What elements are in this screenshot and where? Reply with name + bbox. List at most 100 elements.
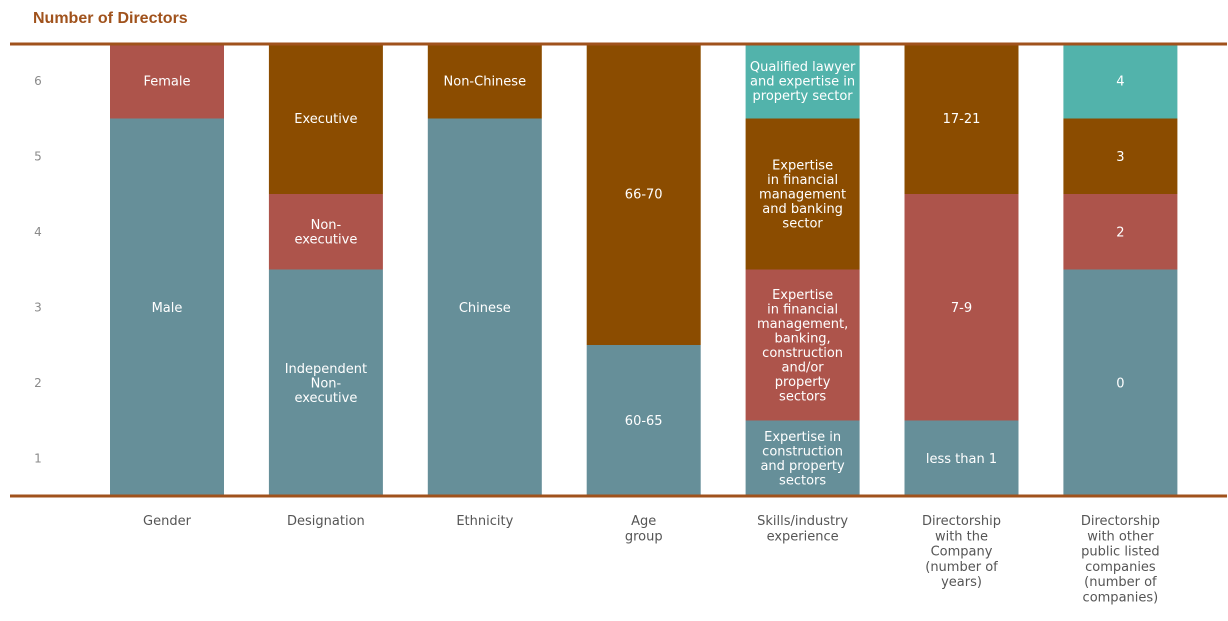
category-label-line: experience: [767, 529, 839, 544]
data-label-line: sectors: [779, 474, 826, 489]
data-label: Female: [143, 74, 190, 89]
data-label-line: Chinese: [459, 301, 511, 316]
category-label: Directorship with other public listed compa…: [1081, 514, 1160, 606]
data-label: Expertise in construction and property sect…: [760, 430, 845, 489]
data-label: 3: [1116, 150, 1124, 165]
data-label-line: and property: [760, 459, 845, 474]
data-label-line: 66-70: [625, 188, 663, 203]
bar-segment: [268, 194, 383, 270]
bar-segment: [904, 420, 1019, 496]
data-label: Executive: [294, 112, 357, 127]
bar-segment: [1063, 43, 1178, 119]
data-label: 66-70: [625, 188, 663, 203]
bar-segment: [427, 118, 542, 496]
data-label-line: Non-: [311, 376, 342, 391]
data-label-line: property: [775, 375, 831, 390]
bar-segment: [586, 345, 701, 496]
bar-segment: [904, 194, 1019, 421]
bar-segment: [745, 420, 860, 496]
data-label-line: in financial: [767, 302, 838, 317]
data-label-line: construction: [762, 445, 843, 460]
data-label-line: Expertise: [772, 159, 833, 174]
data-label: Male: [152, 301, 183, 316]
y-tick-label: 3: [34, 300, 42, 314]
category-label: Age group: [625, 514, 663, 544]
category-label: Ethnicity: [456, 514, 513, 529]
data-label-line: management: [759, 188, 846, 203]
category-label-line: Gender: [143, 514, 192, 529]
category-label-line: Directorship: [1081, 514, 1160, 529]
data-label: less than 1: [926, 452, 997, 467]
category-label-line: companies: [1085, 560, 1156, 575]
category-label-line: Ethnicity: [456, 514, 513, 529]
data-label-line: Non-: [311, 218, 342, 233]
data-label-line: in financial: [767, 173, 838, 188]
data-label: 2: [1116, 225, 1124, 240]
category-label-line: (number of: [925, 560, 998, 575]
data-label-line: sectors: [779, 389, 826, 404]
category-label-line: Age: [631, 514, 656, 529]
category-label: Designation: [287, 514, 365, 529]
data-label-line: Non-Chinese: [444, 74, 527, 89]
category-label: Directorship with the Company (number of yea…: [922, 514, 1001, 590]
category-label-line: public listed: [1081, 545, 1160, 560]
category-label-line: with other: [1087, 529, 1154, 544]
data-label: Non-executive: [294, 218, 357, 248]
category-label-line: Designation: [287, 514, 365, 529]
category-label-line: companies): [1083, 591, 1159, 606]
bar-segment: [586, 43, 701, 345]
category-label: Skills/industry experience: [757, 514, 848, 544]
data-label-line: 2: [1116, 225, 1124, 240]
bar-segment: [745, 118, 860, 270]
data-label-line: Executive: [294, 112, 357, 127]
data-label-line: Independent: [285, 362, 367, 377]
data-label-line: Expertise in: [764, 430, 841, 445]
bar-segment: [427, 43, 542, 119]
y-tick-label: 1: [34, 451, 42, 465]
data-label-line: executive: [294, 233, 357, 248]
data-label-line: 60-65: [625, 414, 663, 429]
data-label: 7-9: [951, 301, 972, 316]
bar-segment: [745, 43, 860, 119]
data-label: Independent Non-executive: [285, 362, 367, 406]
y-tick-label: 5: [34, 149, 42, 163]
data-label: 4: [1116, 74, 1124, 89]
category-label-line: Skills/industry: [757, 514, 848, 529]
data-label-line: Female: [143, 74, 190, 89]
data-label-line: 0: [1116, 376, 1124, 391]
data-label-line: and/or: [782, 360, 825, 375]
category-label: Gender: [143, 514, 192, 529]
category-label-line: with the: [935, 529, 988, 544]
data-label: Chinese: [459, 301, 511, 316]
data-label: 60-65: [625, 414, 663, 429]
data-label-line: 4: [1116, 74, 1124, 89]
data-label: Expertise in financial management and banki…: [759, 159, 846, 232]
data-label-line: Qualified lawyer: [750, 60, 856, 75]
data-label-line: 17-21: [943, 112, 981, 127]
category-label-line: Directorship: [922, 514, 1001, 529]
data-label-line: management,: [757, 317, 848, 332]
data-label-line: 3: [1116, 150, 1124, 165]
category-label-line: Company: [931, 545, 993, 560]
category-label-line: years): [941, 575, 982, 590]
y-tick-label: 4: [34, 225, 42, 239]
bar-segment: [1063, 194, 1178, 270]
data-label: Non-Chinese: [444, 74, 527, 89]
data-label-line: Expertise: [772, 288, 833, 303]
data-label: 0: [1116, 376, 1124, 391]
data-label-line: sector: [782, 217, 823, 232]
bar-segment: [110, 118, 224, 496]
bar-segment: [110, 43, 224, 119]
data-label-line: property sector: [753, 89, 854, 104]
data-label: Expertise in financial management, banking,…: [757, 288, 848, 405]
data-label-line: Male: [152, 301, 183, 316]
data-label-line: and expertise in: [750, 74, 855, 89]
bar-segment: [1063, 269, 1178, 496]
bar-segment: [1063, 118, 1178, 194]
bar-segment: [268, 43, 383, 194]
bar-segment: [268, 269, 383, 496]
data-label-line: less than 1: [926, 452, 997, 467]
data-label-line: banking,: [774, 331, 830, 346]
